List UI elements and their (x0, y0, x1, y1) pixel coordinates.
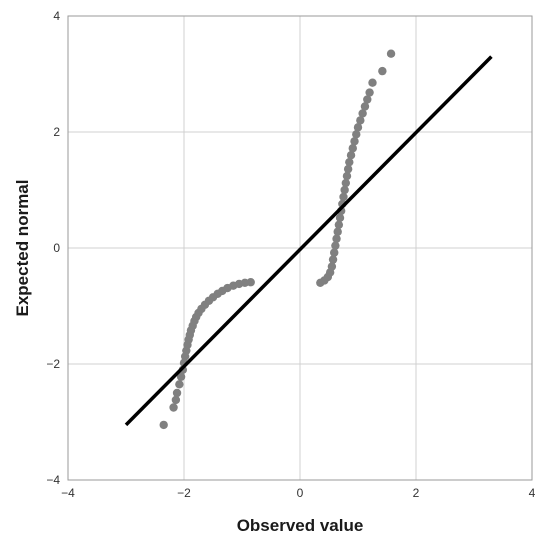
data-point (330, 248, 339, 257)
data-points (159, 49, 396, 430)
x-tick-label: 2 (413, 486, 420, 500)
data-point (386, 49, 396, 58)
y-tick-label: 0 (53, 241, 60, 255)
data-point (343, 164, 353, 174)
x-tick-label: 0 (297, 486, 304, 500)
data-point (246, 278, 255, 287)
data-point (352, 130, 361, 139)
data-point (348, 144, 357, 153)
y-tick-label: −4 (46, 473, 60, 487)
x-axis-title: Observed value (237, 516, 364, 535)
data-point (328, 255, 338, 264)
data-point (340, 185, 349, 195)
x-tick-label: −2 (177, 486, 191, 500)
data-point (350, 137, 359, 146)
reference-line (124, 55, 493, 427)
data-point (363, 95, 372, 104)
data-point (358, 109, 367, 118)
data-point (378, 66, 387, 76)
x-tick-labels: −4 −2 0 2 4 (61, 486, 536, 500)
x-tick-label: 4 (529, 486, 536, 500)
data-point (334, 220, 344, 229)
data-point (356, 116, 365, 125)
data-point (327, 262, 337, 271)
y-tick-label: 4 (53, 9, 60, 23)
data-point (332, 234, 341, 243)
data-point (345, 157, 354, 167)
data-point (172, 388, 182, 398)
data-point (353, 123, 363, 132)
data-point (335, 213, 345, 223)
data-point (171, 395, 181, 405)
data-point (175, 380, 184, 389)
x-tick-label: −4 (61, 486, 75, 500)
data-point (365, 88, 374, 97)
data-point (333, 227, 342, 236)
data-point (360, 102, 370, 111)
y-tick-label: 2 (53, 125, 60, 139)
data-point (331, 241, 340, 250)
data-point (169, 403, 178, 412)
data-point (176, 372, 186, 381)
data-point (159, 420, 168, 430)
plot-area-border (67, 15, 533, 481)
data-point (346, 151, 356, 160)
data-point (341, 178, 351, 188)
data-point (339, 192, 348, 202)
y-axis-title: Expected normal (13, 180, 32, 317)
y-tick-label: −2 (46, 357, 60, 371)
y-tick-labels: −4 −2 0 2 4 (46, 9, 60, 487)
data-point (342, 171, 352, 181)
data-point (368, 78, 377, 87)
